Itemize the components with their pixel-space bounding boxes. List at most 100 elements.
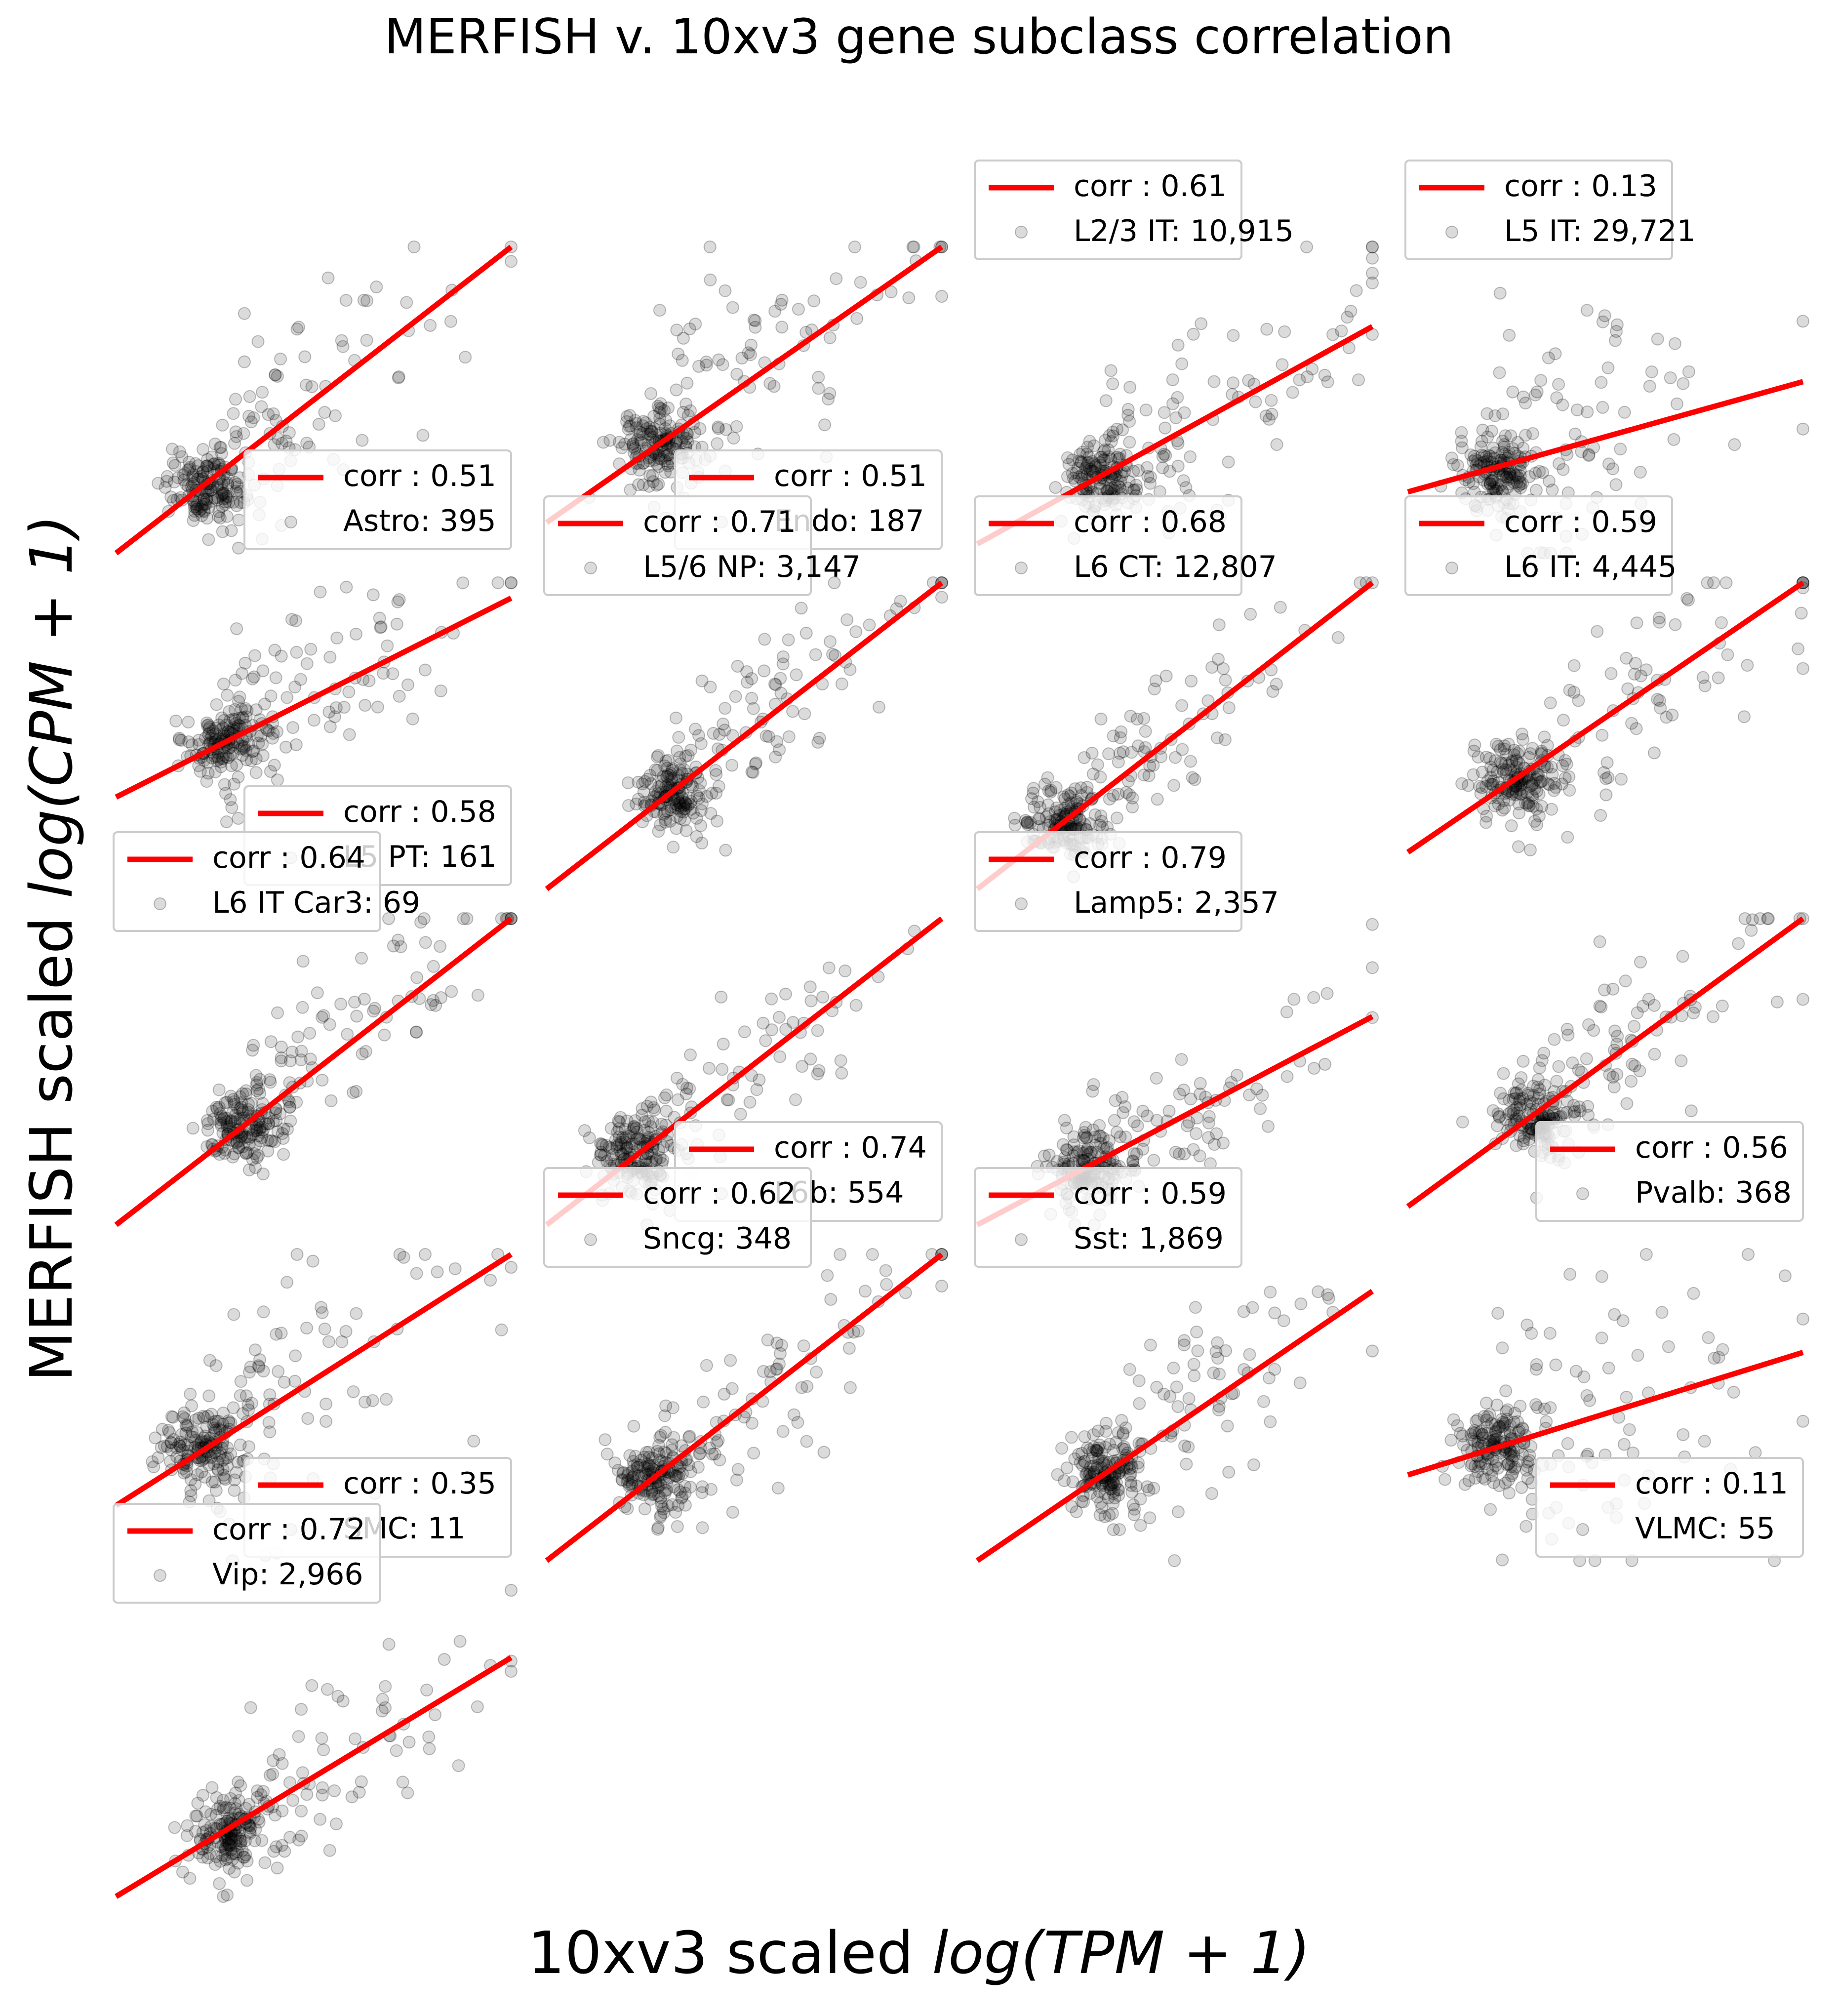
data-point [695, 674, 709, 687]
panel: corr : 0.62 Sncg: 348 [543, 1167, 948, 1563]
data-point [1100, 1416, 1113, 1430]
legend-subclass-label: Sncg: 348 [643, 1221, 792, 1256]
data-point [216, 525, 229, 538]
data-point [1366, 918, 1379, 931]
data-point [1677, 377, 1690, 390]
data-point [195, 502, 208, 516]
data-point [1523, 844, 1537, 856]
data-point [1186, 771, 1199, 784]
data-point [776, 1425, 790, 1438]
data-point [323, 650, 337, 664]
data-point [180, 478, 193, 491]
data-point [242, 1440, 255, 1453]
data-point [1620, 1391, 1633, 1404]
data-point [627, 1419, 640, 1433]
data-point [286, 1794, 300, 1807]
data-point [731, 660, 744, 673]
data-point [1024, 816, 1037, 829]
data-point [1606, 982, 1620, 996]
data-point [692, 729, 705, 742]
data-point [1080, 1145, 1093, 1159]
data-point [782, 730, 796, 743]
data-point [225, 801, 239, 814]
data-point [201, 459, 214, 473]
data-point [719, 844, 732, 857]
data-point [1614, 443, 1627, 456]
data-point [448, 1262, 462, 1275]
data-point [410, 971, 424, 984]
data-point [1171, 1505, 1185, 1519]
data-point [1792, 642, 1805, 655]
legend-subclass-label: L6 CT: 12,807 [1074, 550, 1277, 584]
data-point [235, 742, 248, 755]
data-point [212, 456, 225, 470]
data-point [1159, 421, 1172, 435]
data-point [1147, 759, 1160, 772]
data-point [1552, 1060, 1565, 1073]
data-point [164, 490, 178, 504]
data-point [205, 1408, 218, 1421]
data-point [690, 811, 703, 825]
data-point [1523, 1095, 1537, 1108]
data-point [1595, 376, 1608, 389]
data-point [1634, 466, 1647, 479]
data-point [271, 1006, 284, 1019]
data-point [1268, 1363, 1281, 1376]
data-point [323, 720, 337, 733]
data-point [391, 595, 404, 608]
data-point [183, 461, 197, 474]
data-point [1259, 409, 1273, 423]
data-point [681, 435, 694, 448]
data-point [191, 498, 204, 512]
legend: corr : 0.68 L6 CT: 12,807 [974, 495, 1277, 596]
data-point [1626, 1057, 1639, 1071]
data-point [192, 472, 205, 485]
data-point [316, 1781, 329, 1794]
data-point [1184, 450, 1197, 463]
data-point [227, 1401, 240, 1414]
data-point [420, 1684, 434, 1696]
data-point [318, 406, 331, 419]
data-point [854, 276, 867, 289]
data-point [231, 486, 244, 500]
data-point [720, 1093, 734, 1106]
data-point [355, 952, 368, 965]
data-point [1169, 411, 1183, 424]
data-point [818, 418, 831, 432]
data-point [213, 1877, 226, 1890]
data-point [654, 452, 668, 466]
data-point [221, 688, 234, 702]
data-point [1163, 465, 1176, 478]
data-point [703, 241, 717, 253]
data-point [1568, 1109, 1581, 1123]
data-point [290, 1248, 304, 1261]
legend: corr : 0.56 Pvalb: 368 [1535, 1121, 1804, 1222]
data-point [1595, 1270, 1608, 1283]
data-point [444, 315, 457, 328]
data-point [1647, 999, 1661, 1012]
data-point [216, 492, 230, 506]
data-point [1173, 1147, 1186, 1161]
data-point [258, 1856, 272, 1869]
data-point [835, 1066, 848, 1080]
data-point [599, 1433, 612, 1447]
data-point [1265, 394, 1278, 407]
data-point [208, 457, 221, 470]
data-point [197, 498, 210, 511]
data-point [355, 1775, 368, 1788]
data-point [1537, 1047, 1551, 1060]
data-point [1205, 661, 1218, 674]
data-point [276, 1839, 288, 1852]
data-point [434, 685, 447, 697]
data-point [1175, 1053, 1188, 1066]
data-point [1770, 995, 1784, 1008]
data-point [1472, 750, 1485, 764]
data-point [198, 505, 211, 519]
data-point [645, 426, 659, 439]
data-point [301, 1412, 315, 1425]
data-point [177, 1406, 191, 1419]
legend: corr : 0.59 Sst: 1,869 [974, 1167, 1242, 1268]
data-point [730, 1473, 743, 1487]
data-point [640, 1446, 653, 1459]
data-point [1617, 1438, 1631, 1451]
